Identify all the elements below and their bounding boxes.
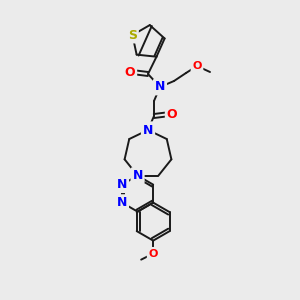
Text: N: N: [117, 178, 127, 191]
Text: O: O: [192, 61, 202, 71]
Text: N: N: [117, 196, 127, 209]
Text: N: N: [143, 124, 153, 136]
Text: O: O: [167, 107, 177, 121]
Text: N: N: [155, 80, 165, 94]
Text: S: S: [128, 28, 137, 42]
Text: O: O: [148, 249, 158, 259]
Text: O: O: [125, 65, 135, 79]
Text: N: N: [143, 124, 153, 136]
Text: N: N: [132, 169, 143, 182]
